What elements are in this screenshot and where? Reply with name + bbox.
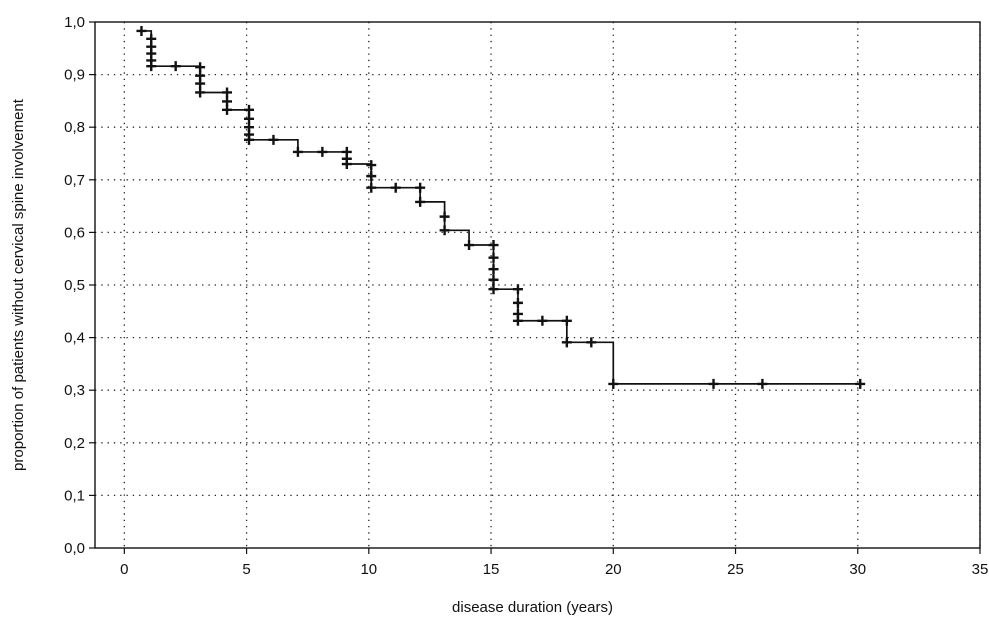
y-tick-labels: 0,0 0,1 0,2 0,3 0,4 0,5 0,6 0,7 0,8 0,9 1,0: [64, 14, 85, 557]
y-tick-label: 0,8: [64, 119, 85, 136]
censored-mark: [222, 87, 233, 98]
censored-mark: [195, 62, 206, 73]
censored-mark: [757, 378, 768, 389]
x-tick-labels: 0 5 10 15 20 25 30 35: [120, 561, 988, 578]
survival-step-line: [141, 30, 861, 385]
censored-mark: [561, 337, 572, 348]
censored-mark: [366, 160, 377, 171]
x-tick-label: 35: [972, 561, 989, 578]
censored-mark: [708, 378, 719, 389]
censored-mark: [317, 146, 328, 157]
y-tick-label: 0,2: [64, 435, 85, 452]
censored-mark: [222, 96, 233, 107]
censored-mark: [561, 315, 572, 326]
censored-mark: [146, 61, 157, 72]
x-tick-label: 0: [120, 561, 128, 578]
x-tick-label: 25: [727, 561, 744, 578]
censored-mark: [244, 104, 255, 115]
y-tick-label: 1,0: [64, 14, 85, 31]
censored-mark: [439, 225, 450, 236]
censored-mark: [488, 274, 499, 285]
censored-mark: [390, 182, 401, 193]
censored-mark: [366, 171, 377, 182]
censored-mark: [195, 78, 206, 89]
censored-mark: [855, 378, 866, 389]
censored-mark: [268, 134, 279, 145]
censored-mark: [488, 252, 499, 263]
y-tick-label: 0,5: [64, 277, 85, 294]
x-tick-label: 10: [360, 561, 377, 578]
axis-ticks: [89, 21, 981, 554]
censored-mark: [170, 61, 181, 72]
censored-mark: [537, 315, 548, 326]
censored-mark: [608, 378, 619, 389]
censored-mark: [415, 182, 426, 193]
censored-mark: [292, 146, 303, 157]
censored-mark: [136, 25, 147, 36]
censored-mark: [488, 264, 499, 275]
censored-mark: [439, 211, 450, 222]
x-axis-title: disease duration (years): [452, 599, 613, 616]
y-tick-label: 0,6: [64, 224, 85, 241]
censored-mark: [488, 284, 499, 295]
censored-mark: [366, 182, 377, 193]
censored-mark: [244, 134, 255, 145]
censored-mark: [512, 315, 523, 326]
censored-mark: [512, 284, 523, 295]
censored-mark: [222, 104, 233, 115]
x-tick-label: 30: [849, 561, 866, 578]
y-axis-title: proportion of patients without cervical …: [10, 98, 27, 471]
x-tick-label: 5: [242, 561, 250, 578]
y-tick-label: 0,9: [64, 67, 85, 84]
censored-mark: [464, 240, 475, 251]
y-tick-label: 0,1: [64, 487, 85, 504]
censored-mark: [488, 240, 499, 251]
y-tick-label: 0,0: [64, 540, 85, 557]
censored-mark: [244, 113, 255, 124]
censored-mark: [512, 297, 523, 308]
x-tick-label: 20: [605, 561, 622, 578]
y-tick-label: 0,4: [64, 330, 85, 347]
censored-mark: [586, 337, 597, 348]
grid-lines: [95, 22, 981, 548]
censored-mark: [195, 87, 206, 98]
x-tick-label: 15: [483, 561, 500, 578]
y-tick-label: 0,7: [64, 172, 85, 189]
censored-markers: [136, 25, 866, 389]
y-tick-label: 0,3: [64, 382, 85, 399]
censored-mark: [341, 159, 352, 170]
censored-mark: [415, 196, 426, 207]
